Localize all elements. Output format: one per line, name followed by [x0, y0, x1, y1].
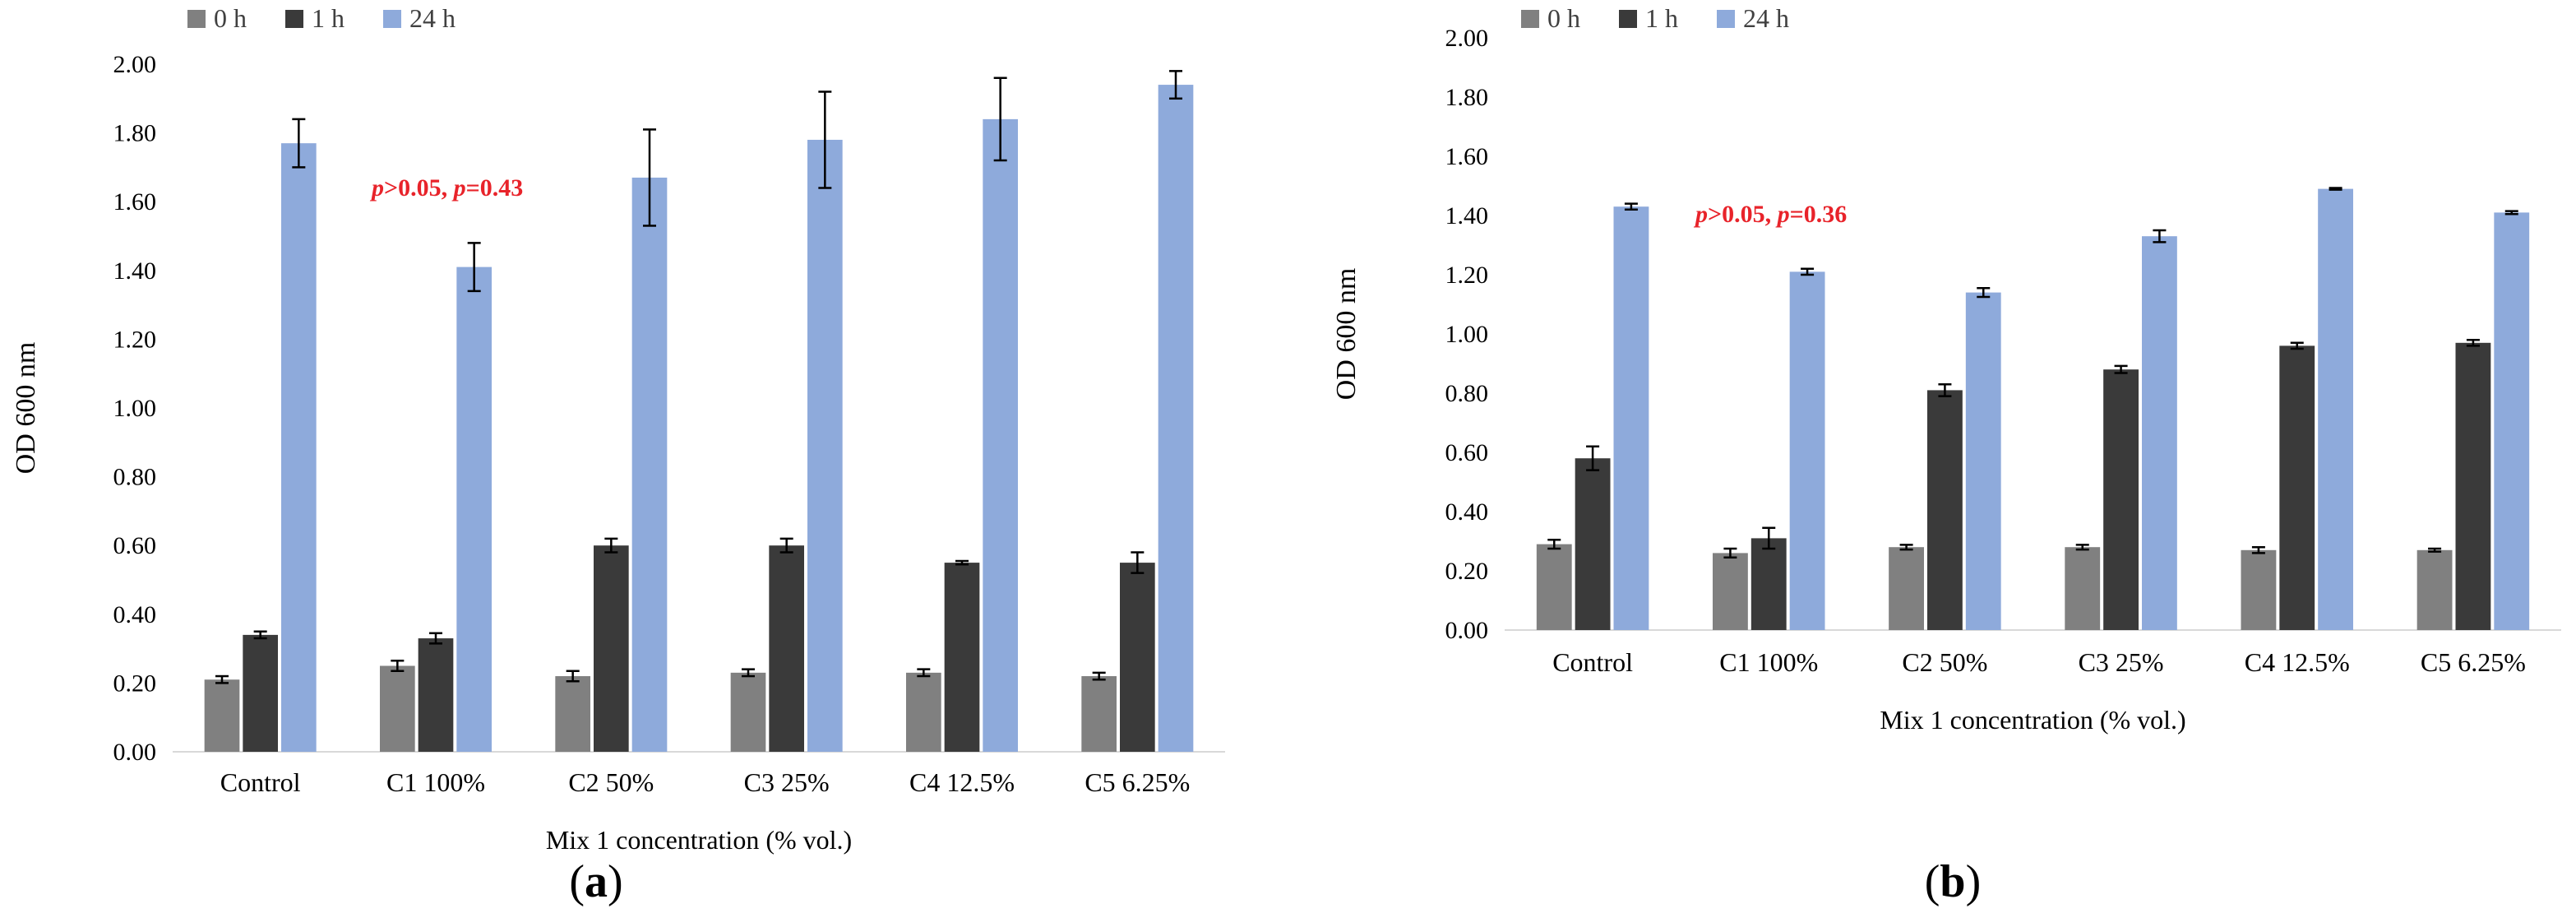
bar-24h-1: [1789, 271, 1825, 630]
legend-label: 0 h: [1547, 3, 1580, 33]
legend-label: 0 h: [214, 3, 247, 33]
bar-0h-5: [1081, 676, 1117, 752]
y-tick-label: 0.20: [113, 670, 157, 697]
bar-0h-4: [906, 672, 941, 752]
bar-1h-4: [944, 563, 980, 752]
bar-1h-5: [1120, 563, 1155, 752]
y-tick-label: 1.20: [113, 326, 157, 353]
legend-swatch-24h: [383, 10, 401, 28]
y-tick-label: 2.00: [113, 51, 157, 78]
bar-0h-4: [2241, 549, 2277, 630]
bar-24h-3: [2142, 236, 2177, 630]
x-tick-label: Control: [1552, 647, 1633, 677]
bar-24h-4: [2318, 188, 2353, 631]
x-axis-label: Mix 1 concentration (% vol.): [546, 825, 852, 855]
bar-0h-2: [555, 676, 590, 752]
legend-swatch-1h: [285, 10, 303, 28]
x-tick-label: C5 6.25%: [1085, 767, 1190, 797]
bar-1h-3: [2103, 369, 2139, 630]
x-tick-label: Control: [220, 767, 301, 797]
y-tick-label: 0.20: [1445, 558, 1489, 585]
y-tick-label: 0.80: [1445, 380, 1489, 407]
y-tick-label: 0.60: [113, 532, 157, 559]
y-tick-label: 1.00: [113, 395, 157, 422]
bar-1h-3: [769, 545, 804, 752]
bar-0h-1: [1713, 553, 1748, 630]
x-axis-label: Mix 1 concentration (% vol.): [1880, 705, 2185, 735]
chart-panel-a: 0.00 0.20 0.40 0.60 0.80 1.00 1.20 1.40 1.60 1.80…: [11, 3, 1225, 907]
bar-1h-1: [1750, 538, 1787, 630]
bar-24h-2: [1965, 292, 2001, 630]
y-tick-label: 1.80: [1445, 84, 1489, 111]
panel-label: (b): [1925, 856, 1981, 907]
bar-1h-5: [2455, 342, 2491, 630]
panel-label: (a): [569, 856, 622, 907]
bar-1h-0: [1575, 458, 1611, 630]
bar-0h-0: [1536, 544, 1572, 630]
x-tick-label: C4 12.5%: [2245, 647, 2350, 677]
bar-0h-2: [1889, 547, 1924, 630]
bar-0h-5: [2416, 549, 2453, 630]
bar-24h-1: [456, 266, 492, 752]
bar-24h-0: [281, 143, 317, 752]
bar-0h-1: [380, 665, 415, 752]
bar-0h-0: [204, 679, 240, 752]
bar-1h-2: [1927, 390, 1963, 630]
legend-label: 1 h: [312, 3, 345, 33]
significance-annotation: p>0.05, p=0.36: [1693, 201, 1847, 228]
y-tick-label: 0.40: [1445, 498, 1489, 526]
y-tick-label: 1.40: [113, 257, 157, 285]
y-tick-label: 1.40: [1445, 202, 1489, 229]
y-tick-label: 1.20: [1445, 262, 1489, 289]
x-tick-label: C5 6.25%: [2421, 647, 2526, 677]
bar-24h-5: [2494, 212, 2530, 630]
bar-24h-5: [1158, 85, 1194, 752]
x-tick-label: C3 25%: [744, 767, 830, 797]
y-tick-label: 0.40: [113, 601, 157, 628]
chart-panel-b: 0.00 0.20 0.40 0.60 0.80 1.00 1.20 1.40 1.60 1.80…: [1331, 3, 2561, 907]
bar-24h-2: [631, 177, 668, 752]
y-tick-label: 0.80: [113, 464, 157, 491]
y-tick-label: 0.00: [113, 739, 157, 766]
legend-swatch-0h: [1521, 10, 1539, 28]
bar-1h-4: [2279, 345, 2315, 630]
bar-24h-4: [983, 118, 1018, 752]
bar-1h-2: [594, 545, 629, 752]
bar-24h-0: [1613, 206, 1649, 630]
bar-1h-1: [418, 638, 454, 752]
y-tick-label: 1.60: [113, 188, 157, 216]
x-tick-label: C2 50%: [1902, 647, 1987, 677]
y-tick-label: 1.80: [113, 120, 157, 147]
y-axis-label: OD 600 nm: [1331, 268, 1362, 401]
y-tick-label: 1.00: [1445, 321, 1489, 348]
legend-swatch-1h: [1619, 10, 1637, 28]
bar-24h-3: [807, 139, 843, 752]
y-axis-label: OD 600 nm: [11, 342, 41, 475]
legend-label: 1 h: [1645, 3, 1678, 33]
y-tick-label: 0.60: [1445, 439, 1489, 466]
x-tick-label: C4 12.5%: [909, 767, 1015, 797]
y-tick-label: 2.00: [1445, 25, 1489, 52]
x-tick-label: C1 100%: [1719, 647, 1818, 677]
x-tick-label: C2 50%: [568, 767, 654, 797]
legend-swatch-24h: [1717, 10, 1735, 28]
bar-0h-3: [2065, 547, 2101, 630]
legend-label: 24 h: [409, 3, 456, 33]
legend-swatch-0h: [187, 10, 206, 28]
y-tick-label: 0.00: [1445, 617, 1489, 644]
legend-label: 24 h: [1743, 3, 1789, 33]
bar-0h-3: [730, 672, 766, 752]
y-tick-label: 1.60: [1445, 143, 1489, 170]
significance-annotation: p>0.05, p=0.43: [369, 174, 523, 202]
x-tick-label: C1 100%: [386, 767, 485, 797]
bar-1h-0: [243, 634, 278, 752]
x-tick-label: C3 25%: [2079, 647, 2164, 677]
